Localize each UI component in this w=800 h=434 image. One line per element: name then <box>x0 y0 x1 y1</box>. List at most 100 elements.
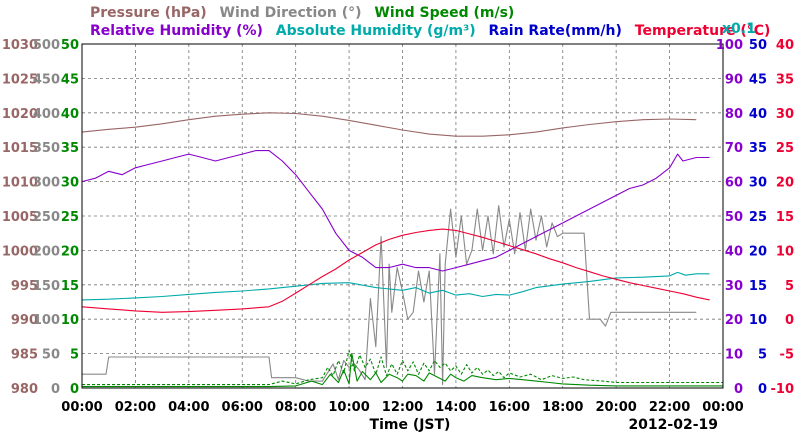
tick-label-temperature: 10 <box>776 244 794 259</box>
tick-label-pressure: 985 <box>11 348 38 363</box>
tick-label-wind-direction: 250 <box>33 210 60 225</box>
tick-label-rain-rate: 35 <box>749 141 767 156</box>
x-tick-label: 18:00 <box>542 400 583 415</box>
tick-label-pressure: 1020 <box>2 107 38 122</box>
plot-frame <box>81 43 724 389</box>
tick-label-wind-direction: 350 <box>33 141 60 156</box>
x-tick-label: 10:00 <box>328 400 369 415</box>
x-tick-label: 02:00 <box>115 400 156 415</box>
tick-label-wind-speed: 15 <box>61 279 79 294</box>
tick-label-relative-humidity: 80 <box>725 107 743 122</box>
tick-label-pressure: 980 <box>11 382 38 397</box>
tick-label-rain-rate: 45 <box>749 72 767 87</box>
tick-label-wind-direction: 300 <box>33 176 60 191</box>
tick-label-temperature: 15 <box>776 210 794 225</box>
series-line-4 <box>81 150 710 272</box>
tick-label-temperature: 25 <box>776 141 794 156</box>
legend-wind-direction: Wind Direction (°) <box>220 5 362 21</box>
tick-label-pressure: 1000 <box>2 244 38 259</box>
x-tick-label: 08:00 <box>275 400 316 415</box>
tick-label-wind-speed: 30 <box>61 176 79 191</box>
x-tick-label: 22:00 <box>649 400 690 415</box>
series-line-2 <box>82 349 723 386</box>
tick-label-relative-humidity: 10 <box>725 348 743 363</box>
tick-label-temperature: 0 <box>785 313 794 328</box>
tick-label-wind-direction: 450 <box>33 72 60 87</box>
series-line-3 <box>82 353 723 388</box>
grid <box>82 44 723 388</box>
x-tick-label: 12:00 <box>382 400 423 415</box>
legend-line-2: Relative Humidity (%) Absolute Humidity … <box>90 23 770 39</box>
tick-label-temperature: 5 <box>785 279 794 294</box>
series-lines <box>81 112 723 388</box>
tick-label-rain-rate: 30 <box>749 176 767 191</box>
tick-label-relative-humidity: 30 <box>725 279 743 294</box>
tick-label-temperature: 20 <box>776 176 794 191</box>
tick-label-relative-humidity: 100 <box>716 38 743 53</box>
tick-label-wind-direction: 0 <box>51 382 60 397</box>
tick-label-temperature: -10 <box>771 382 795 397</box>
tick-label-relative-humidity: 0 <box>734 382 743 397</box>
tick-label-wind-speed: 45 <box>61 72 79 87</box>
tick-labels: 1030102510201015101010051000995990985980… <box>2 38 794 415</box>
tick-label-relative-humidity: 70 <box>725 141 743 156</box>
tick-label-relative-humidity: 40 <box>725 244 743 259</box>
tick-label-temperature: -5 <box>780 348 794 363</box>
tick-label-wind-speed: 25 <box>61 210 79 225</box>
tick-label-wind-speed: 20 <box>61 244 79 259</box>
tick-label-wind-speed: 0 <box>70 382 79 397</box>
tick-label-wind-direction: 400 <box>33 107 60 122</box>
legend-rain-rate: Rain Rate(mm/h) <box>489 23 622 39</box>
tick-label-temperature: 40 <box>776 38 794 53</box>
tick-label-wind-direction: 100 <box>33 313 60 328</box>
legend-line-1: Pressure (hPa) Wind Direction (°) Wind S… <box>90 5 514 21</box>
tick-label-pressure: 1005 <box>2 210 38 225</box>
tick-label-pressure: 1030 <box>2 38 38 53</box>
tick-label-relative-humidity: 90 <box>725 72 743 87</box>
tick-label-relative-humidity: 50 <box>725 210 743 225</box>
x-tick-label: 00:00 <box>702 400 743 415</box>
series-line-5 <box>81 271 710 301</box>
multiplier-label: x0.1 <box>722 21 756 37</box>
x-axis-label: Time (JST) <box>370 417 451 433</box>
x-tick-label: 06:00 <box>222 400 263 415</box>
tick-label-wind-direction: 500 <box>33 38 60 53</box>
tick-label-wind-speed: 10 <box>61 313 79 328</box>
tick-label-pressure: 990 <box>11 313 38 328</box>
tick-label-wind-direction: 200 <box>33 244 60 259</box>
series-line-1 <box>82 205 697 386</box>
tick-label-relative-humidity: 60 <box>725 176 743 191</box>
tick-label-relative-humidity: 20 <box>725 313 743 328</box>
legend-temperature: Temperature (°C) <box>635 23 771 39</box>
series-line-0 <box>81 112 697 137</box>
x-tick-label: 04:00 <box>168 400 209 415</box>
tick-label-temperature: 35 <box>776 72 794 87</box>
tick-label-rain-rate: 0 <box>758 382 767 397</box>
tick-label-pressure: 1010 <box>2 176 38 191</box>
tick-label-wind-direction: 50 <box>42 348 60 363</box>
series-line-6 <box>81 228 710 313</box>
tick-label-wind-speed: 35 <box>61 141 79 156</box>
tick-label-rain-rate: 50 <box>749 38 767 53</box>
tick-label-rain-rate: 5 <box>758 348 767 363</box>
x-tick-label: 00:00 <box>61 400 102 415</box>
x-tick-label: 20:00 <box>595 400 636 415</box>
tick-label-wind-speed: 5 <box>70 348 79 363</box>
tick-label-rain-rate: 25 <box>749 210 767 225</box>
tick-label-wind-direction: 150 <box>33 279 60 294</box>
tick-label-wind-speed: 40 <box>61 107 79 122</box>
tick-label-rain-rate: 20 <box>749 244 767 259</box>
tick-label-rain-rate: 40 <box>749 107 767 122</box>
date-label: 2012-02-19 <box>628 417 718 433</box>
tick-label-rain-rate: 10 <box>749 313 767 328</box>
x-tick-label: 14:00 <box>435 400 476 415</box>
tick-label-temperature: 30 <box>776 107 794 122</box>
tick-label-pressure: 1025 <box>2 72 38 87</box>
tick-label-rain-rate: 15 <box>749 279 767 294</box>
x-tick-label: 16:00 <box>489 400 530 415</box>
legend-relative-humidity: Relative Humidity (%) <box>90 23 263 39</box>
legend-absolute-humidity: Absolute Humidity (g/m³) <box>276 23 476 39</box>
tick-label-pressure: 1015 <box>2 141 38 156</box>
legend-wind-speed: Wind Speed (m/s) <box>374 5 514 21</box>
